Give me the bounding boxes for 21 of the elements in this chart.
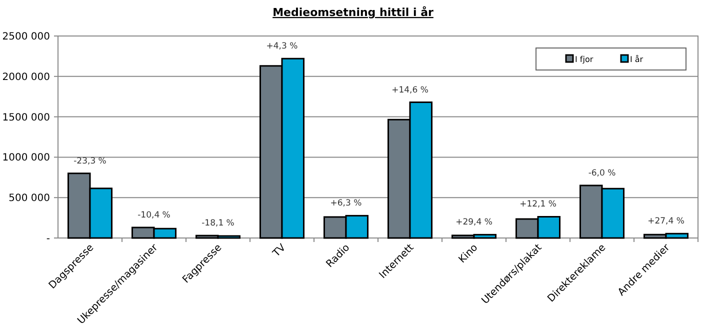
y-tick-label: 500 000 xyxy=(8,193,50,204)
annotation: +27,4 % xyxy=(648,216,684,227)
x-tick-label: Kino xyxy=(456,242,480,266)
y-tick-label: 2000 000 xyxy=(2,72,50,83)
y-tick-label: - xyxy=(46,234,50,244)
y-tick-label: 1500 000 xyxy=(2,112,50,124)
annotation: +6,3 % xyxy=(330,198,362,209)
legend-label: I fjor xyxy=(575,54,594,64)
annotation: +12,1 % xyxy=(520,200,556,210)
y-tick-label: 1000 000 xyxy=(2,152,50,164)
legend-label: I år xyxy=(630,54,644,64)
annotation: +4,3 % xyxy=(266,42,298,52)
annotation: -6,0 % xyxy=(588,168,616,178)
chart-title: Medieomsetning hittil i år xyxy=(272,6,434,19)
annotation: -23,3 % xyxy=(74,156,106,166)
x-tick-label: TV xyxy=(270,242,288,260)
y-tick-label: 2500 000 xyxy=(2,32,50,42)
annotation: -18,1 % xyxy=(202,218,234,229)
annotation: +14,6 % xyxy=(392,85,428,96)
annotation: +29,4 % xyxy=(456,218,492,228)
annotation: -10,4 % xyxy=(138,210,170,220)
